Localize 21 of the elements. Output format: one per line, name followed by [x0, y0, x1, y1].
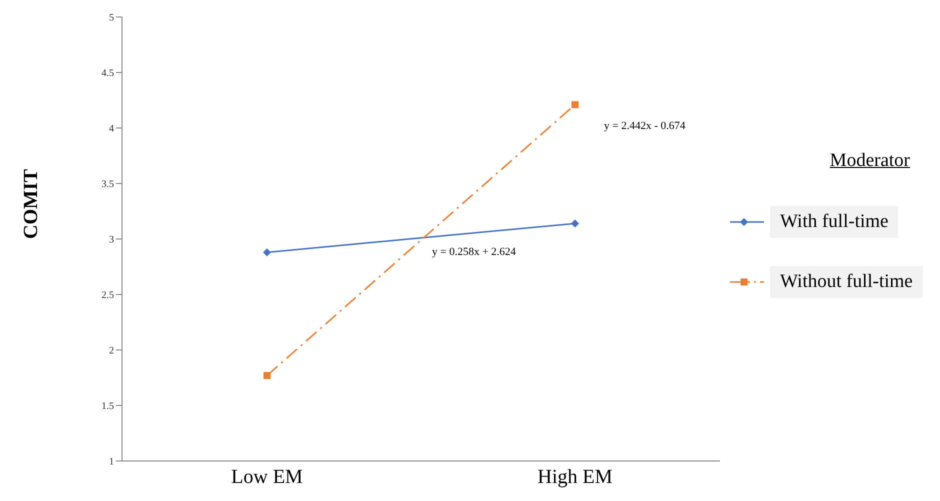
x-tick-label: Low EM [231, 466, 304, 488]
y-tick-label: 4.5 [102, 68, 114, 80]
annotation: y = 2.442x - 0.674 [604, 120, 686, 132]
y-tick-label: 3 [109, 234, 114, 246]
y-tick-label: 2 [109, 346, 114, 357]
x-tick-label: High EM [538, 466, 613, 488]
y-axis-title: COMIT [20, 168, 42, 239]
legend-label: Without full-time [770, 266, 923, 298]
point [264, 372, 270, 380]
y-tick-label: 5 [109, 12, 114, 24]
y-tick-label: 2.5 [102, 290, 114, 302]
legend-label: With full-time [770, 206, 898, 238]
legend-title: Moderator [828, 150, 911, 172]
point [263, 248, 271, 256]
point [571, 219, 579, 228]
annotation: y = 0.258x + 2.624 [432, 246, 516, 258]
y-tick-label: 1 [109, 456, 114, 468]
point [572, 101, 578, 108]
y-tick-label: 3.5 [102, 179, 114, 190]
y-tick-label: 4 [109, 124, 114, 135]
y-tick-label: 1.5 [102, 401, 114, 412]
